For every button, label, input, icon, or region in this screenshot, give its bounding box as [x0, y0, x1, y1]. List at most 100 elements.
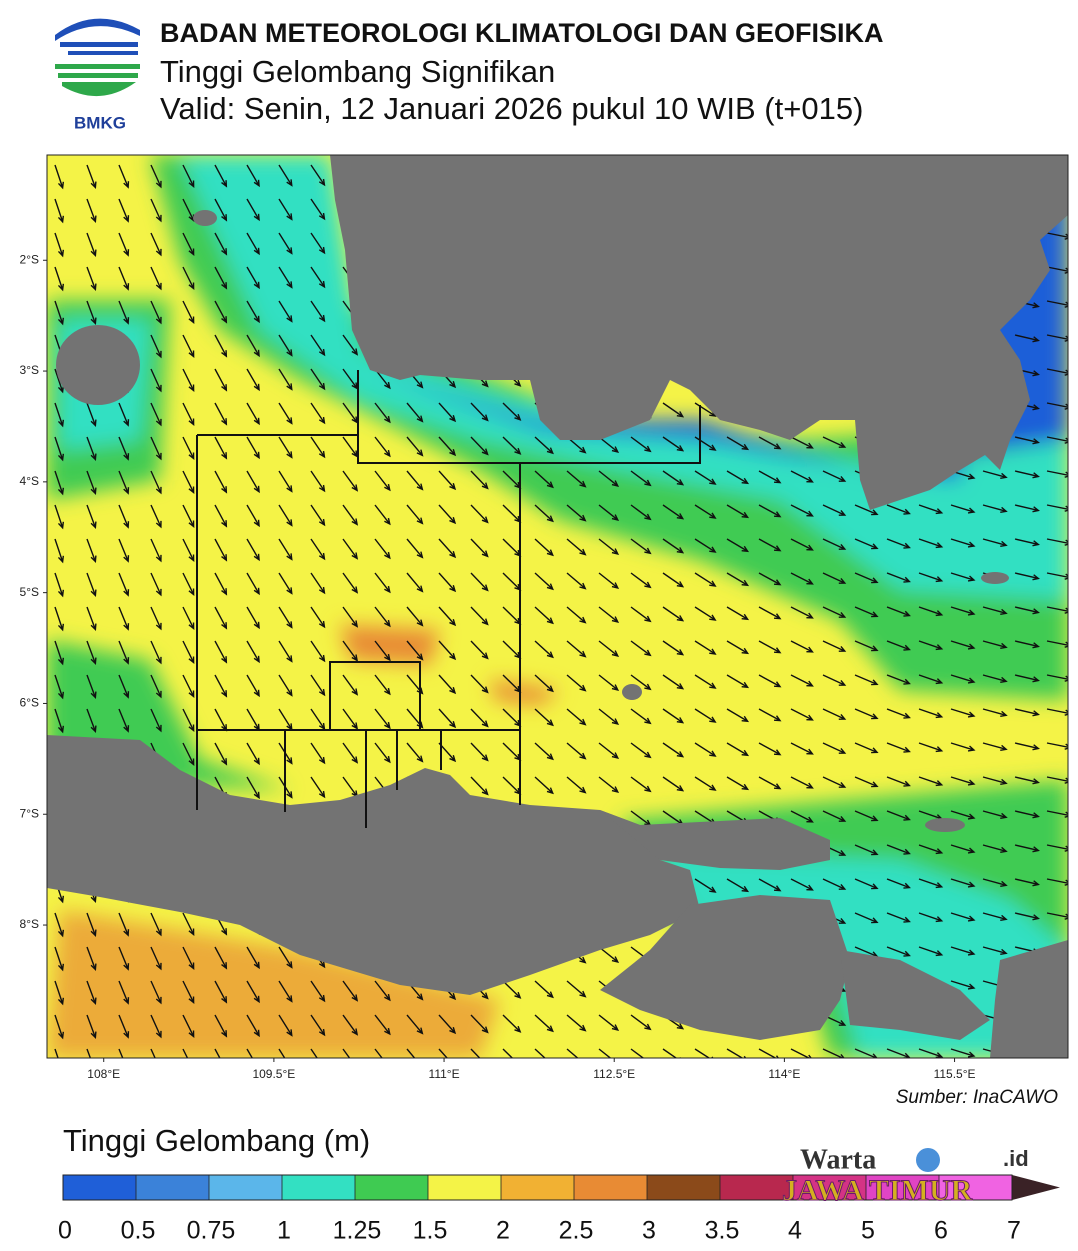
arrow: [310, 1014, 326, 1037]
arrow: [182, 334, 195, 358]
arrow: [758, 776, 782, 790]
arrow: [694, 538, 717, 553]
colorbar-tick-label: 6: [934, 1217, 948, 1245]
colorbar-segment: [136, 1175, 209, 1200]
arrow: [950, 674, 976, 684]
arrow: [182, 232, 195, 256]
arrow: [406, 538, 424, 559]
arrow: [694, 436, 717, 451]
arrow: [1014, 436, 1040, 445]
arrow: [374, 742, 391, 764]
arrow: [278, 980, 293, 1003]
arrow: [886, 742, 911, 753]
arrow: [470, 776, 489, 796]
arrow: [54, 912, 65, 938]
arrow: [950, 844, 976, 854]
arrow: [1014, 572, 1040, 581]
arrow: [182, 980, 195, 1004]
colorbar-tick-label: 1.5: [413, 1217, 448, 1245]
arrow: [214, 300, 228, 324]
colorbar-tick-label: 3: [642, 1217, 656, 1245]
arrow: [918, 878, 944, 889]
arrow: [918, 504, 944, 515]
arrow: [278, 402, 293, 425]
source: Sumber: InaCAWO: [896, 1087, 1058, 1108]
arrow: [726, 572, 750, 587]
arrow: [214, 470, 228, 494]
arrow: [950, 606, 976, 616]
arrow: [662, 606, 685, 622]
colorbar-tick-label: 5: [861, 1217, 875, 1245]
arrow: [150, 504, 162, 529]
arrow: [406, 436, 424, 457]
arrow: [918, 946, 944, 957]
arrow: [886, 504, 911, 515]
arrow: [1046, 266, 1068, 274]
arrow: [118, 572, 130, 597]
arrow: [854, 776, 879, 788]
arrow: [790, 606, 814, 619]
colorbar-tick-label: 3.5: [705, 1217, 740, 1245]
arrow: [534, 1014, 554, 1033]
arrow: [278, 232, 293, 255]
arrow: [726, 606, 750, 621]
arrow: [470, 1014, 489, 1034]
arrow: [54, 980, 65, 1006]
arrow: [758, 504, 782, 518]
arrow: [214, 436, 228, 460]
arrow: [982, 606, 1008, 616]
arrow: [1046, 776, 1068, 784]
arrow: [918, 606, 944, 617]
arrow: [758, 470, 782, 484]
arrow: [534, 572, 554, 591]
arrow: [630, 504, 652, 521]
arrow: [54, 266, 65, 292]
arrow: [150, 402, 162, 427]
arrow: [790, 572, 814, 585]
arrow: [822, 776, 847, 788]
arrow: [246, 946, 260, 970]
arrow: [246, 640, 260, 664]
map-area: [47, 155, 1068, 1058]
arrow: [246, 198, 260, 222]
arrow: [662, 436, 685, 452]
arrow: [182, 368, 195, 392]
arrow: [790, 810, 814, 823]
arrow: [310, 266, 326, 289]
arrow: [246, 742, 260, 766]
arrow: [918, 708, 944, 719]
arrow: [374, 640, 391, 662]
arrow: [310, 980, 326, 1003]
arrow: [918, 1048, 944, 1058]
arrow: [662, 640, 685, 656]
arrow: [598, 946, 620, 963]
x-tick-label: 112.5°E: [593, 1067, 635, 1081]
arrow: [150, 164, 162, 189]
watermark-brand: JAWA TIMUR: [782, 1174, 973, 1207]
colorbar-segment: [209, 1175, 282, 1200]
arrow: [598, 606, 620, 623]
arrow: [374, 470, 391, 492]
arrow: [630, 538, 652, 555]
arrow: [470, 572, 489, 592]
arrow: [54, 164, 65, 190]
arrow: [310, 368, 326, 391]
arrow: [470, 742, 489, 762]
arrow: [310, 198, 326, 221]
arrow: [182, 436, 195, 460]
arrow: [374, 436, 391, 458]
arrow: [150, 980, 162, 1005]
arrow: [150, 334, 162, 359]
arrow: [278, 266, 293, 289]
arrow: [1046, 436, 1068, 444]
arrow: [662, 776, 685, 792]
arrow: [886, 538, 911, 549]
arrow: [534, 538, 554, 557]
arrow: [758, 640, 782, 654]
arrow: [758, 742, 782, 756]
arrow: [694, 742, 717, 757]
arrow: [150, 266, 162, 291]
colorbar-tick-label: 0: [58, 1217, 72, 1245]
arrow: [54, 674, 65, 700]
arrow: [310, 1048, 318, 1058]
